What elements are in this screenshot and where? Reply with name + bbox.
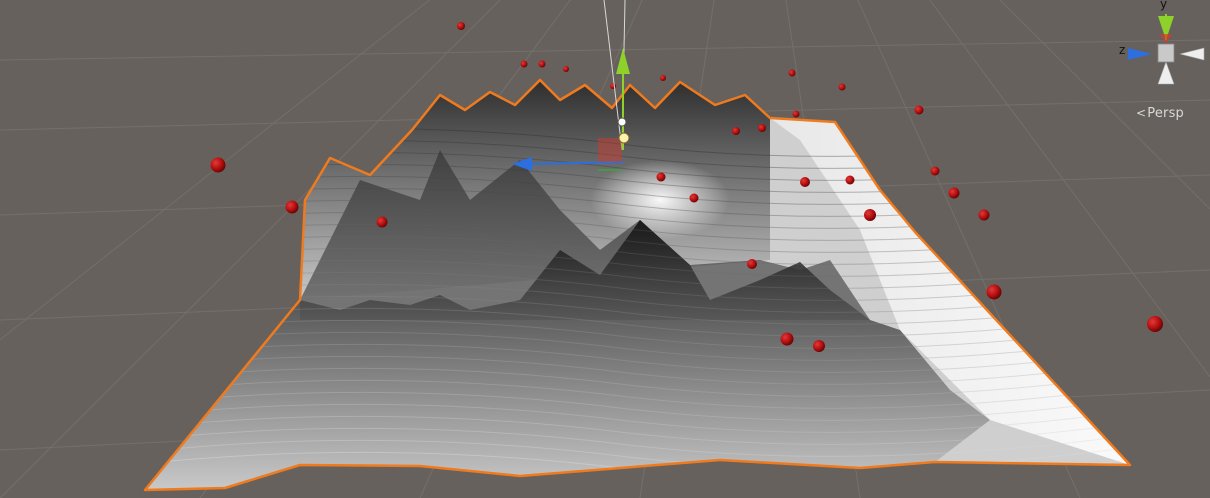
terrain-highlight <box>590 160 730 240</box>
sphere-object[interactable] <box>978 209 990 221</box>
gizmo-x-cone[interactable] <box>1179 47 1205 61</box>
gizmo-y-cone[interactable] <box>1158 16 1174 40</box>
projection-label: Persp <box>1147 106 1185 121</box>
contour-band <box>145 319 1130 349</box>
grid-line <box>0 0 501 498</box>
sphere-object[interactable] <box>800 177 810 187</box>
sphere-object[interactable] <box>1147 316 1163 332</box>
contour-band <box>145 307 1130 337</box>
gizmo-y-label: y <box>1160 0 1168 11</box>
sphere-object[interactable] <box>788 69 796 77</box>
move-handle-z-axis[interactable] <box>529 161 624 165</box>
view-gizmo-icon[interactable] <box>1128 14 1205 85</box>
sphere-object[interactable] <box>914 105 924 115</box>
sphere-object[interactable] <box>732 127 740 135</box>
gizmo-z-label: z <box>1119 43 1126 57</box>
sphere-objects[interactable] <box>210 22 1164 352</box>
gizmo-neg-y-cone[interactable] <box>1157 61 1175 85</box>
sphere-object[interactable] <box>845 175 855 185</box>
sphere-object[interactable] <box>930 166 940 176</box>
sphere-object[interactable] <box>656 172 666 182</box>
grid-line <box>0 0 431 341</box>
contour-band <box>145 343 1130 373</box>
contour-band <box>145 427 1130 457</box>
move-handle-y-arrow[interactable] <box>616 48 630 74</box>
terrain-ridge-middle <box>300 150 870 320</box>
sphere-object[interactable] <box>285 200 299 214</box>
sphere-object[interactable] <box>376 216 388 228</box>
sphere-object[interactable] <box>758 124 766 132</box>
sphere-object[interactable] <box>838 83 846 91</box>
object-pivot-icon <box>617 117 630 144</box>
contour-band <box>145 331 1130 361</box>
grid-line <box>0 39 1210 61</box>
sphere-object[interactable] <box>457 22 465 30</box>
gizmo-red-tip <box>1160 34 1172 44</box>
terrain-right-slope <box>770 118 1130 465</box>
terrain-ridge-front <box>145 220 990 490</box>
sphere-object[interactable] <box>780 332 794 346</box>
sphere-object[interactable] <box>986 284 1002 300</box>
terrain-mesh[interactable] <box>140 78 1140 492</box>
terrain-selection-outline <box>143 78 1132 492</box>
projection-toggle-button[interactable]: <Persp <box>1136 106 1184 121</box>
sphere-object[interactable] <box>747 259 757 269</box>
sphere-object[interactable] <box>660 75 666 81</box>
contour-band <box>145 367 1130 397</box>
sphere-object[interactable] <box>563 66 569 72</box>
sphere-object[interactable] <box>864 209 876 221</box>
sphere-object[interactable] <box>948 187 960 199</box>
chevron-left-icon: < <box>1136 106 1147 120</box>
sphere-object[interactable] <box>813 340 825 352</box>
gizmo-z-cone[interactable] <box>1128 48 1152 60</box>
sphere-object[interactable] <box>689 193 699 203</box>
grid-line <box>999 0 1210 210</box>
contour-band <box>145 355 1130 385</box>
sphere-object[interactable] <box>520 60 528 68</box>
grid-line <box>929 0 1210 378</box>
move-handle-z-arrow[interactable] <box>512 157 532 171</box>
sphere-object[interactable] <box>538 60 546 68</box>
sphere-object[interactable] <box>610 83 616 89</box>
move-tool-handle-icon[interactable] <box>512 0 630 171</box>
contour-band <box>145 415 1130 445</box>
gizmo-center-cube[interactable] <box>1157 43 1175 63</box>
contour-band <box>145 391 1130 421</box>
sphere-object[interactable] <box>792 110 800 118</box>
sphere-object[interactable] <box>210 157 226 173</box>
contour-band <box>145 403 1130 433</box>
contour-band <box>145 379 1130 409</box>
move-handle-plane[interactable] <box>598 138 622 162</box>
